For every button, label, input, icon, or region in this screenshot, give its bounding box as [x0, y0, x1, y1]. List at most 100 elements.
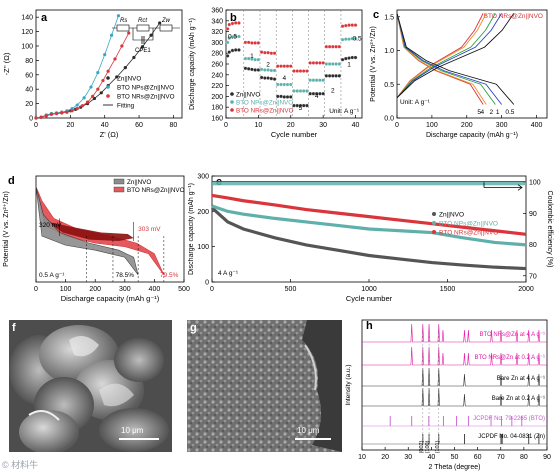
e-xtick-label: 2000	[518, 286, 534, 293]
b-point-0	[343, 56, 348, 61]
b-ytick-label: 340	[211, 18, 223, 25]
b-point-2	[295, 69, 300, 73]
a-point-2	[127, 31, 131, 35]
b-point-2	[324, 44, 329, 49]
circuit-zw-label: Zw	[161, 18, 171, 24]
d-ylabel: Potential (V vs. Zn²⁺/Zn)	[3, 191, 10, 267]
c-xtick-label: 0	[395, 122, 399, 129]
h-trace-label: JCPDF No. 04-0831 (Zn)	[478, 434, 545, 440]
b-point-0	[237, 48, 241, 52]
e2-ytick-label: 70	[529, 273, 537, 280]
e-legend-label: Zn||NVO	[439, 211, 464, 218]
a-ytick-label: 20	[25, 101, 33, 108]
b-point-0	[266, 76, 270, 80]
b-point-2	[279, 64, 283, 69]
h-xtick-label: 90	[543, 454, 551, 461]
b-point-2	[227, 22, 232, 27]
b-point-2	[318, 61, 322, 65]
c-xtick-label: 400	[531, 122, 543, 129]
h-trace-0	[362, 323, 547, 343]
b-ytick-label: 220	[211, 83, 223, 90]
b-point-1	[285, 82, 290, 87]
d-xlabel: Discharge capacity (mAh g⁻¹)	[61, 294, 160, 303]
b-point-1	[331, 62, 335, 66]
d-xtick-label: 400	[149, 286, 161, 293]
scale-label-g: 10 μm	[297, 426, 320, 435]
c-rate-label: 1	[496, 109, 500, 116]
e-ylabel: Discharge capacity (mAh g⁻¹)	[188, 183, 195, 275]
b-point-1	[343, 37, 348, 42]
b-point-1	[337, 62, 342, 66]
b-point-1	[311, 78, 316, 83]
c-title: BTO NRs@Zn||NVO	[484, 13, 543, 20]
d-gray-area	[35, 186, 139, 276]
a-ytick-label: 40	[25, 87, 33, 94]
b-point-0	[256, 68, 261, 72]
a-ytick-label: 60	[25, 72, 33, 79]
b-point-2	[334, 44, 338, 49]
b-point-1	[263, 68, 267, 72]
b-unit: Unit: A g⁻¹	[329, 108, 360, 115]
d-ret-red: 79.5%	[160, 272, 179, 279]
h-xtick-label: 30	[404, 454, 412, 461]
c-rate-label: 2	[490, 109, 494, 116]
b-ytick-label: 280	[211, 51, 223, 58]
h-xtick-label: 70	[497, 454, 505, 461]
plot-frame	[35, 9, 183, 119]
b-point-0	[272, 77, 277, 81]
b-point-2	[246, 40, 251, 45]
a-point-0	[99, 91, 103, 95]
b-legend-marker	[230, 92, 234, 96]
letter-h: h	[366, 320, 373, 332]
a-point-2	[106, 69, 110, 73]
b-point-2	[350, 23, 355, 27]
a-point-2	[44, 114, 48, 118]
circuit-rct-label: Rct	[138, 18, 147, 24]
b-point-2	[343, 23, 348, 28]
b-rate-label: 1	[347, 62, 351, 69]
h-peak-label: (100)	[425, 440, 431, 453]
c-discharge-curve	[396, 13, 487, 105]
e-legend-label: BTO NPs@Zn||NVO	[439, 220, 498, 227]
b-point-1	[314, 78, 319, 83]
b-ytick-label: 160	[211, 116, 223, 123]
b-point-0	[308, 91, 313, 96]
b-point-1	[292, 89, 296, 93]
b-ylabel: Discharge capacity (mAh g⁻¹)	[189, 18, 196, 110]
b-ytick-label: 260	[211, 62, 223, 69]
b-rate-label: 0.5	[228, 34, 237, 41]
b-point-0	[324, 74, 329, 78]
panel-c-charge-discharge-chart: 0 100 200 300 400 0.0 0.5 1.0 1.5 Discharge capac…	[370, 9, 548, 139]
b-ytick-label: 320	[211, 29, 223, 36]
b-point-0	[285, 95, 290, 99]
b-point-2	[298, 69, 303, 73]
circuit-rct	[136, 24, 150, 32]
b-xtick-label: 40	[352, 122, 360, 129]
letter-a: a	[41, 12, 48, 24]
b-xtick-label: 30	[319, 122, 327, 129]
b-legend-marker	[230, 100, 234, 104]
d-rate: 0.5 A g⁻¹	[39, 272, 65, 279]
scale-bar-f	[119, 438, 159, 440]
b-point-2	[347, 23, 351, 27]
b-point-1	[318, 78, 322, 83]
panel-d-capacity-chart: 0 100 200 300 400 500 Discharge capacity (mAh …	[3, 175, 190, 303]
b-point-2	[230, 21, 235, 26]
d-legend-label: Zn||NVO	[127, 179, 151, 186]
scale-bar-g	[295, 438, 331, 440]
c-xtick-label: 300	[496, 122, 508, 129]
b-point-0	[243, 66, 248, 71]
b-rate-label: 2	[266, 62, 270, 69]
b-point-0	[353, 55, 358, 60]
c-ytick-label: 0.5	[384, 82, 394, 89]
h-trace-2	[362, 367, 547, 387]
scale-label-f: 10 μm	[121, 426, 144, 435]
circuit-cpe-branch	[132, 28, 154, 41]
b-point-0	[275, 94, 280, 99]
b-point-1	[340, 37, 345, 42]
b-point-2	[353, 23, 358, 27]
b-point-2	[314, 61, 319, 65]
b-rate-label: 4	[315, 93, 319, 100]
b-point-2	[292, 69, 296, 73]
a-point-2	[96, 87, 100, 91]
